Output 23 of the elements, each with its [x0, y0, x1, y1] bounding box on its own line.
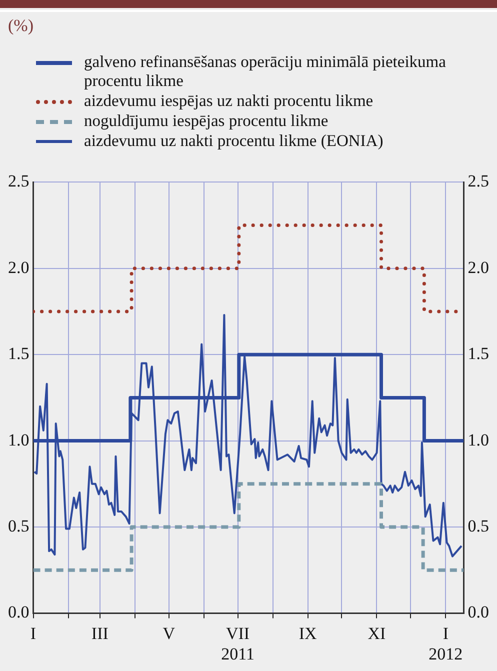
y-tick-label: 1.5 [8, 344, 30, 364]
y2-tick-label: 2.5 [468, 172, 489, 191]
y-tick-label: 1.0 [8, 430, 30, 450]
x-tick-label: I 2012 [428, 624, 463, 664]
y-tick-label: 2.0 [8, 258, 30, 277]
x-tick-label: IX [298, 624, 317, 643]
text: (%) [8, 16, 34, 36]
x-tick-label: XI [368, 624, 386, 643]
x-tick-label: V [162, 624, 176, 643]
y2-tick-label: 0.5 [468, 516, 489, 536]
y2-tick-label: 1.0 [468, 430, 489, 450]
x-tick-label: VII 2011 [221, 624, 254, 664]
legend-label: noguldījumu iespējas procentu likme [84, 111, 328, 130]
y-tick-label: 2.5 [8, 172, 30, 191]
y2-tick-label: 1.5 [468, 344, 489, 364]
legend-label: aizdevumu uz nakti procentu likme (EONIA) [84, 131, 384, 150]
x-tick-label: III [91, 624, 109, 643]
y-tick-label: 0.5 [8, 516, 30, 536]
y2-tick-label: 2.0 [468, 258, 489, 277]
legend-label: aizdevumu iespējas uz nakti procentu likme [84, 91, 374, 110]
y2-tick-label: 0.0 [468, 602, 489, 622]
y-tick-label: 0.0 [8, 602, 30, 622]
x-tick-label: I [30, 624, 36, 643]
